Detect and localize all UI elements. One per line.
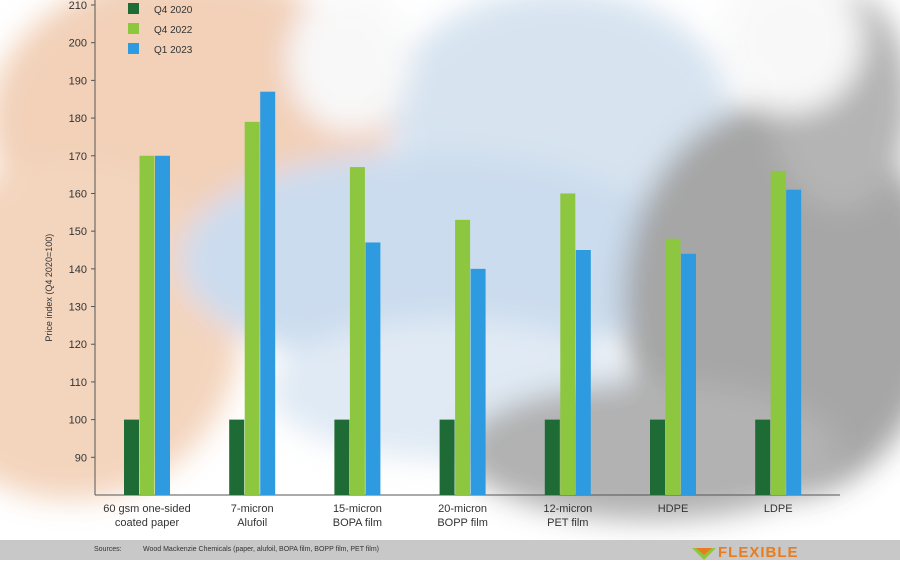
y-tick-label: 180 <box>69 113 87 125</box>
y-tick-label: 90 <box>75 452 87 464</box>
legend-swatch <box>128 43 139 54</box>
x-tick-label: 20-micron <box>438 503 487 515</box>
y-tick-label: 210 <box>69 0 87 12</box>
y-tick-label: 150 <box>69 226 87 238</box>
bar-q1-2023 <box>155 155 170 495</box>
y-tick-label: 190 <box>69 75 87 87</box>
y-tick-label: 140 <box>69 264 87 276</box>
legend-swatch <box>128 23 139 34</box>
y-tick-label: 110 <box>69 377 87 389</box>
y-tick-label: 130 <box>69 302 87 314</box>
logo-text: FLEXIBLE <box>718 544 799 561</box>
x-tick-label: 7-micron <box>231 503 274 515</box>
bar-q1-2023 <box>365 242 381 495</box>
x-tick-label: 60 gsm one-sided <box>103 503 190 515</box>
bar-q4-2022 <box>139 155 155 495</box>
bar-q1-2023 <box>681 253 696 495</box>
bar-q1-2023 <box>786 189 802 495</box>
x-tick-label: LDPE <box>764 503 793 515</box>
bar-q4-2020 <box>334 419 350 495</box>
x-tick-label: 15-micron <box>333 503 382 515</box>
x-tick-label: BOPA film <box>333 517 382 529</box>
y-tick-label: 170 <box>69 151 87 163</box>
y-tick-label: 100 <box>69 415 87 427</box>
legend-label: Q4 2022 <box>154 25 193 36</box>
x-tick-label: BOPP film <box>437 517 488 529</box>
bar-q4-2020 <box>544 419 560 495</box>
sources-text: Wood Mackenzie Chemicals (paper, alufoil… <box>143 546 380 553</box>
bar-q4-2020 <box>124 419 139 495</box>
y-axis-label: Price index (Q4 2020=100) <box>44 234 54 342</box>
legend-swatch <box>128 3 139 14</box>
bar-q4-2022 <box>770 170 786 495</box>
sources-label: Sources: <box>94 546 122 553</box>
bar-q4-2020 <box>439 419 455 495</box>
bar-q4-2020 <box>755 419 771 495</box>
bar-q4-2022 <box>455 219 471 495</box>
bar-q4-2020 <box>229 419 245 495</box>
x-tick-label: Alufoil <box>237 517 267 529</box>
x-tick-label: HDPE <box>658 503 689 515</box>
x-tick-label: 12-micron <box>543 503 592 515</box>
legend-label: Q1 2023 <box>154 45 193 56</box>
y-tick-label: 200 <box>69 38 87 50</box>
logo-chevron-icon <box>692 548 716 560</box>
footer-bar: Sources: Wood Mackenzie Chemicals (paper… <box>0 540 900 561</box>
y-tick-label: 120 <box>69 339 87 351</box>
bar-q4-2022 <box>349 167 365 496</box>
bar-q4-2022 <box>665 238 681 495</box>
bar-q4-2022 <box>560 193 576 495</box>
y-tick-label: 160 <box>69 188 87 200</box>
x-tick-label: coated paper <box>115 517 180 529</box>
bar-q4-2022 <box>244 121 260 495</box>
bar-q1-2023 <box>575 250 591 495</box>
bar-q1-2023 <box>260 91 276 495</box>
bar-q4-2020 <box>650 419 665 495</box>
legend-label: Q4 2020 <box>154 5 193 16</box>
bar-q1-2023 <box>470 268 486 495</box>
x-tick-label: PET film <box>547 517 588 529</box>
